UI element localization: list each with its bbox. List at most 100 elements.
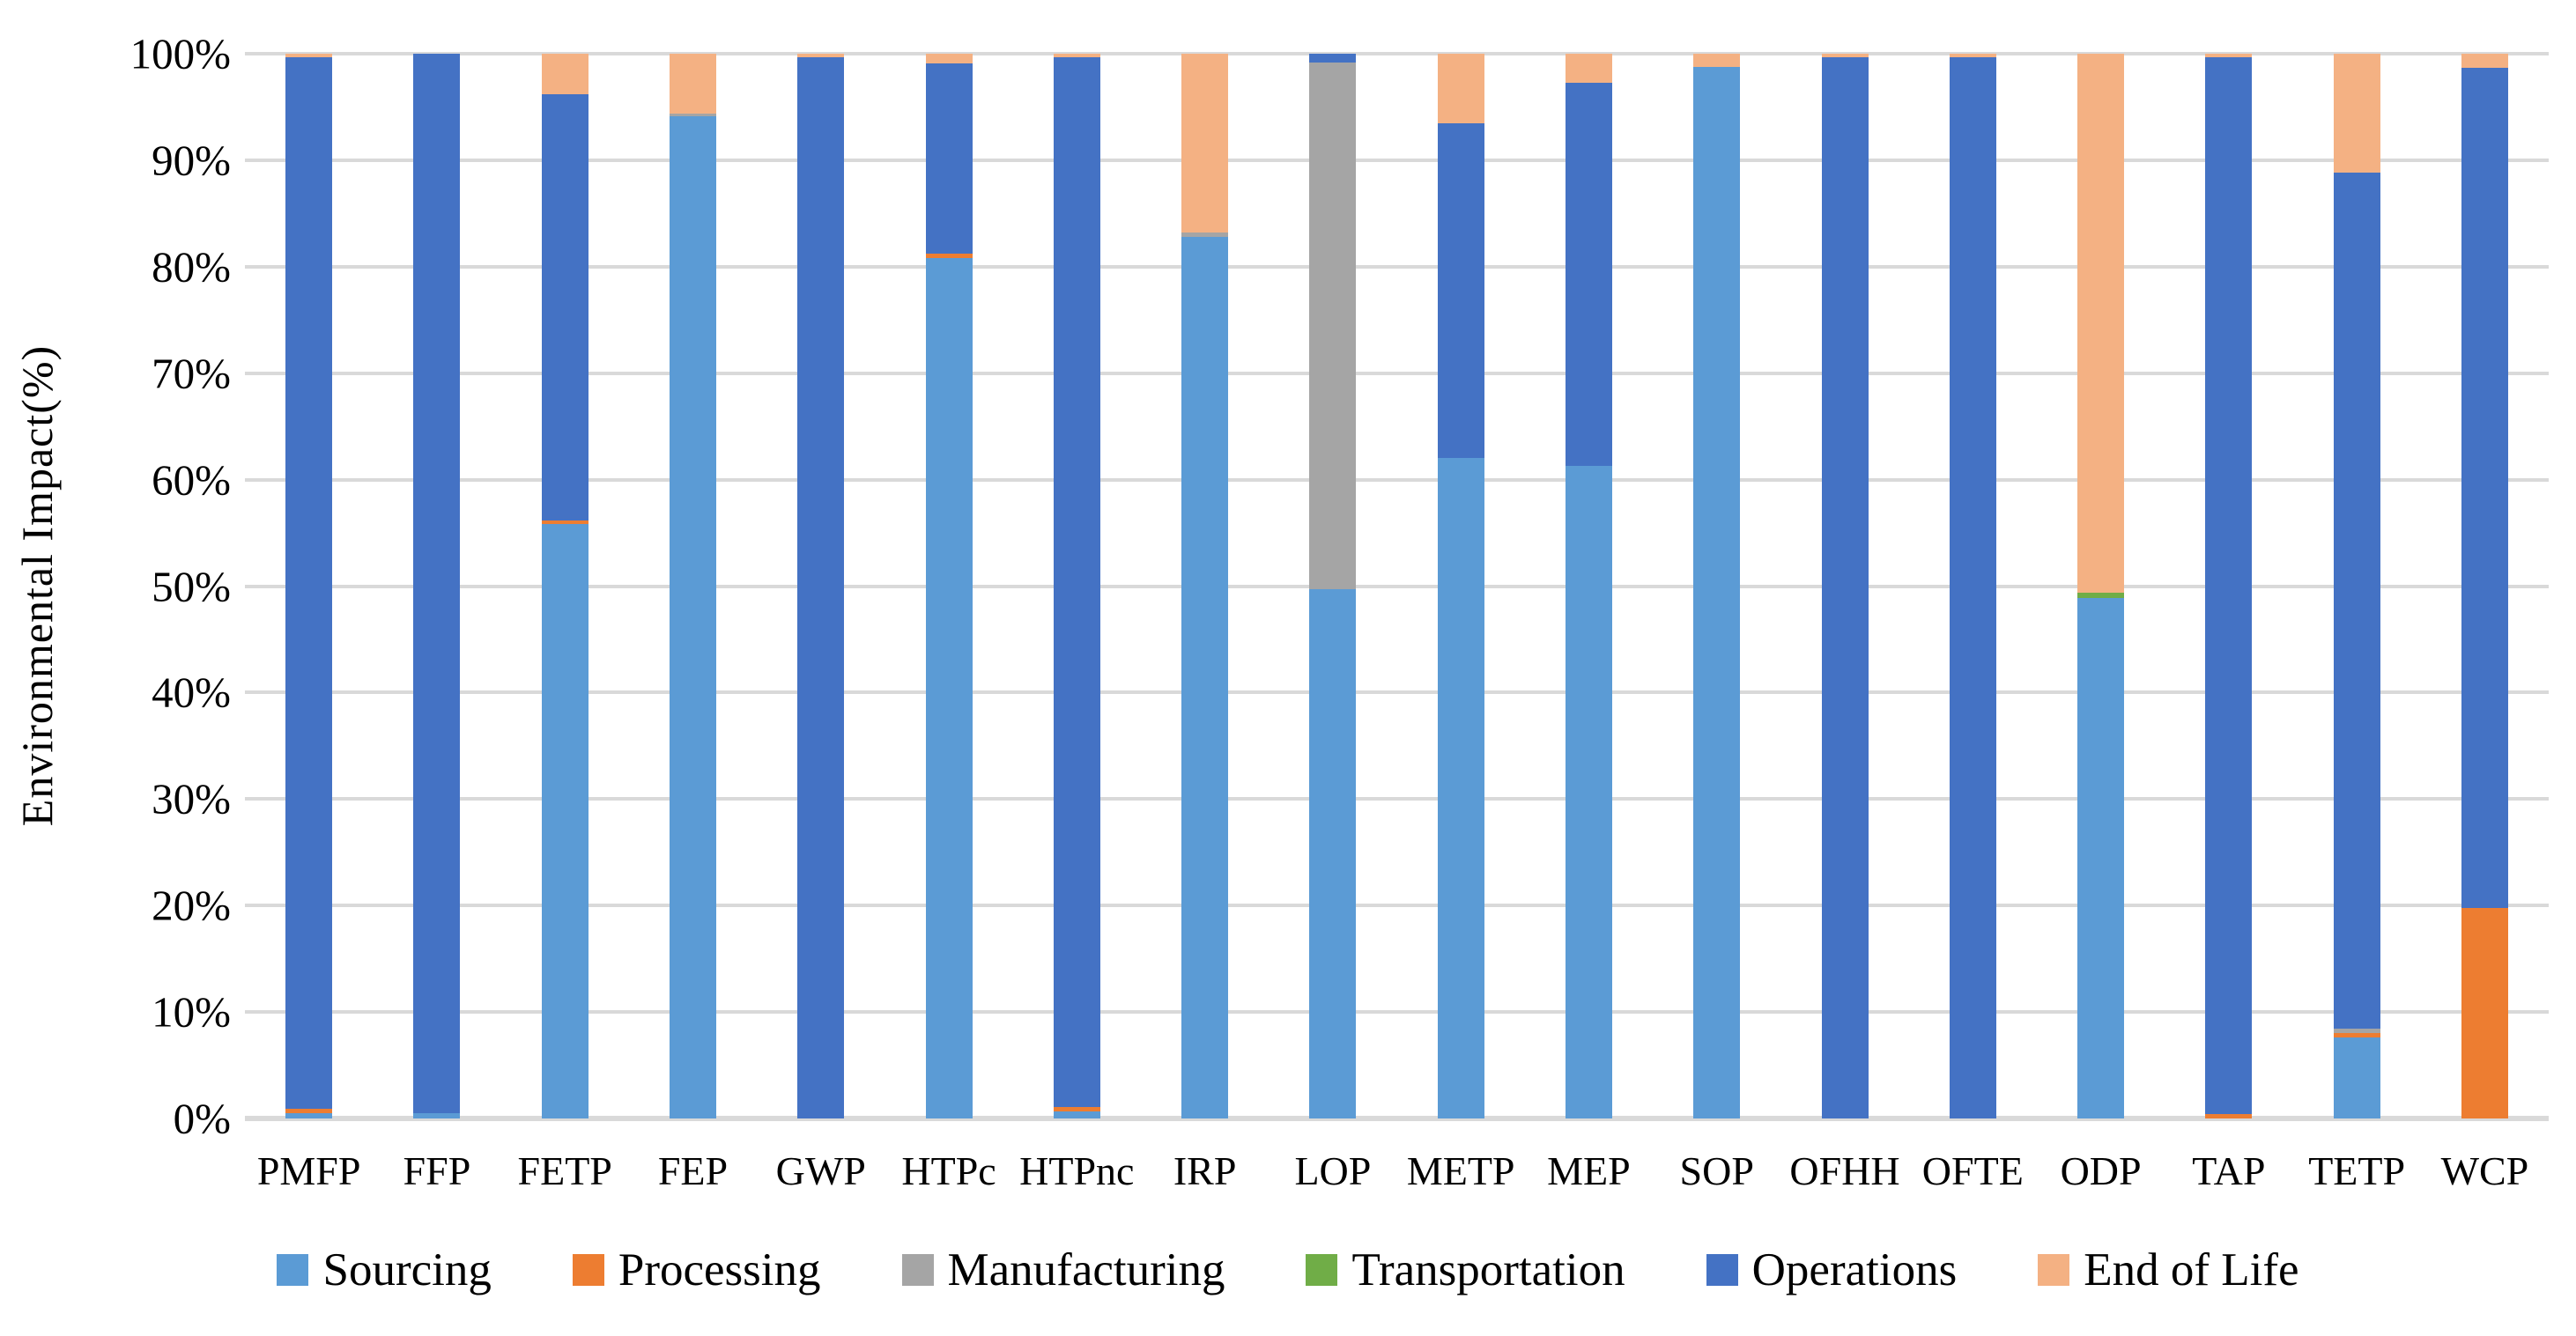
bar-segment-sourcing bbox=[1565, 465, 1612, 1118]
gridline bbox=[245, 1010, 2549, 1015]
bar-segment-sourcing bbox=[2077, 597, 2125, 1118]
x-tick-label-pmfp: PMFP bbox=[256, 1148, 361, 1193]
y-tick-label: 100% bbox=[130, 29, 231, 78]
bar-segment-operations bbox=[1437, 122, 1484, 459]
bar-slot-mep bbox=[1525, 54, 1653, 1118]
bar-segment-end_of_life bbox=[1949, 54, 1996, 57]
bar-segment-operations bbox=[2461, 67, 2508, 908]
bar-segment-operations bbox=[2205, 56, 2253, 1115]
y-tick-label: 40% bbox=[152, 668, 231, 717]
bar-stack-fetp bbox=[541, 54, 588, 1118]
x-tick-label-tetp: TETP bbox=[2308, 1148, 2406, 1193]
x-tick-label-mep: MEP bbox=[1547, 1148, 1631, 1193]
bar-segment-sourcing bbox=[925, 258, 973, 1118]
legend-label-transportation: Transportation bbox=[1351, 1244, 1625, 1295]
bar-stack-lop bbox=[1309, 54, 1357, 1118]
bar-stack-ffp bbox=[413, 54, 461, 1118]
bar-slot-tetp bbox=[2293, 54, 2421, 1118]
legend-label-manufacturing: Manufacturing bbox=[947, 1244, 1225, 1295]
y-tick-label: 20% bbox=[152, 881, 231, 930]
x-tick-label-ofhh: OFHH bbox=[1789, 1148, 1900, 1193]
x-tick-label-lop: LOP bbox=[1294, 1148, 1372, 1193]
legend-label-processing: Processing bbox=[618, 1244, 821, 1295]
x-tick-label-fetp: FETP bbox=[517, 1148, 612, 1193]
bar-stack-gwp bbox=[797, 54, 845, 1118]
y-tick-label: 30% bbox=[152, 774, 231, 823]
bar-slot-ffp bbox=[373, 54, 500, 1118]
bar-segment-end_of_life bbox=[285, 54, 333, 57]
gridline bbox=[245, 158, 2549, 162]
bar-stack-htpnc bbox=[1053, 54, 1100, 1118]
y-tick-label: 70% bbox=[152, 349, 231, 398]
legend-item-end_of_life: End of Life bbox=[2038, 1244, 2299, 1296]
x-tick-label-htpc: HTPc bbox=[901, 1148, 996, 1193]
bar-segment-sourcing bbox=[541, 524, 588, 1118]
legend-swatch-processing bbox=[572, 1254, 604, 1286]
bar-segment-operations bbox=[1949, 56, 1996, 1118]
legend-swatch-sourcing bbox=[277, 1254, 309, 1286]
bar-stack-htpc bbox=[925, 54, 973, 1118]
bar-stack-irp bbox=[1181, 54, 1229, 1118]
x-tick-label-gwp: GWP bbox=[775, 1148, 866, 1193]
bar-slot-fetp bbox=[501, 54, 629, 1118]
legend-label-end_of_life: End of Life bbox=[2084, 1244, 2299, 1295]
bar-segment-end_of_life bbox=[669, 54, 716, 114]
plot-area bbox=[245, 52, 2549, 1121]
gridline bbox=[245, 477, 2549, 482]
y-tick-label: 90% bbox=[152, 136, 231, 185]
bar-segment-end_of_life bbox=[2077, 54, 2125, 593]
bar-segment-operations bbox=[1053, 56, 1100, 1107]
bar-segment-sourcing bbox=[1181, 236, 1229, 1118]
bar-slot-htpc bbox=[885, 54, 1012, 1118]
legend: Sourcing Processing Manufacturing Transport… bbox=[0, 1226, 2576, 1314]
bar-stack-mep bbox=[1565, 54, 1612, 1118]
y-tick-label: 0% bbox=[173, 1094, 231, 1143]
bar-segment-operations bbox=[1309, 54, 1357, 63]
x-axis-category-labels: PMFP FFP FETP FEP GWP HTPc HTPnc IRP LOP METP MEP S… bbox=[245, 1140, 2549, 1202]
bar-slot-lop bbox=[1269, 54, 1396, 1118]
bar-segment-end_of_life bbox=[1693, 54, 1741, 67]
bar-segment-processing bbox=[2205, 1114, 2253, 1118]
bar-stack-tap bbox=[2205, 54, 2253, 1118]
bar-segment-sourcing bbox=[285, 1112, 333, 1118]
y-tick-label: 60% bbox=[152, 455, 231, 505]
bar-stack-sop bbox=[1693, 54, 1741, 1118]
legend-item-sourcing: Sourcing bbox=[277, 1244, 492, 1296]
bar-series-container bbox=[245, 54, 2549, 1118]
legend-swatch-manufacturing bbox=[901, 1254, 934, 1286]
bar-slot-wcp bbox=[2421, 54, 2549, 1118]
gridline bbox=[245, 584, 2549, 588]
y-tick-label: 80% bbox=[152, 242, 231, 292]
gridline bbox=[245, 797, 2549, 801]
bar-stack-odp bbox=[2077, 54, 2125, 1118]
bar-segment-processing bbox=[2461, 907, 2508, 1118]
bar-segment-processing bbox=[2333, 1033, 2380, 1038]
bar-segment-end_of_life bbox=[1437, 54, 1484, 123]
bar-segment-end_of_life bbox=[1181, 54, 1229, 233]
bar-segment-end_of_life bbox=[797, 54, 845, 57]
bar-segment-end_of_life bbox=[1821, 54, 1869, 57]
bar-segment-processing bbox=[541, 520, 588, 525]
y-tick-label: 10% bbox=[152, 987, 231, 1037]
bar-slot-htpnc bbox=[1013, 54, 1141, 1118]
bar-slot-metp bbox=[1397, 54, 1525, 1118]
bar-segment-sourcing bbox=[1309, 589, 1357, 1118]
bar-slot-gwp bbox=[757, 54, 885, 1118]
x-tick-label-irp: IRP bbox=[1173, 1148, 1237, 1193]
legend-item-processing: Processing bbox=[572, 1244, 821, 1296]
bar-segment-operations bbox=[285, 56, 333, 1110]
bar-segment-sourcing bbox=[2333, 1037, 2380, 1118]
bar-segment-sourcing bbox=[1437, 458, 1484, 1118]
bar-segment-sourcing bbox=[669, 116, 716, 1118]
bar-stack-metp bbox=[1437, 54, 1484, 1118]
bar-slot-ofhh bbox=[1780, 54, 1908, 1118]
bar-segment-transportation bbox=[2077, 592, 2125, 598]
bar-segment-processing bbox=[925, 254, 973, 259]
bar-segment-operations bbox=[413, 54, 461, 1113]
x-tick-label-ffp: FFP bbox=[403, 1148, 471, 1193]
x-tick-label-htpnc: HTPnc bbox=[1019, 1148, 1135, 1193]
bar-segment-end_of_life bbox=[925, 54, 973, 63]
bar-segment-sourcing bbox=[1693, 66, 1741, 1118]
bar-segment-manufacturing bbox=[1309, 62, 1357, 590]
legend-item-manufacturing: Manufacturing bbox=[901, 1244, 1225, 1296]
